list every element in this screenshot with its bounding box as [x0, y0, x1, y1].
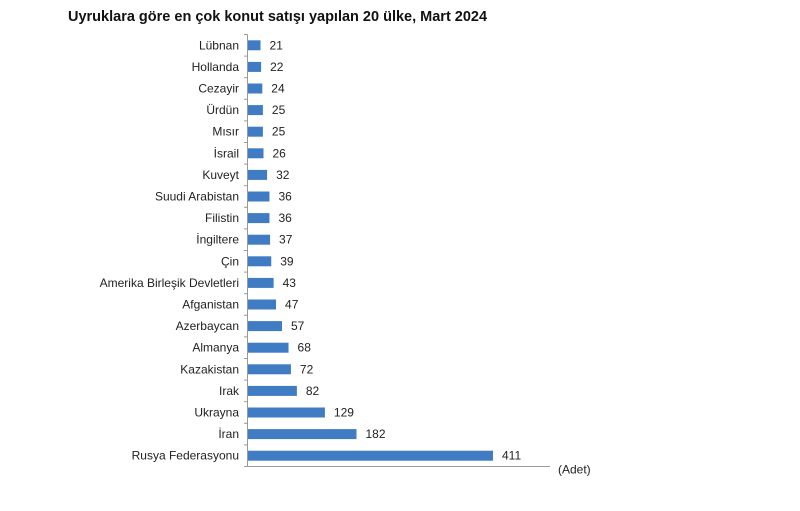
category-label: Kuveyt: [202, 168, 239, 182]
bar: [248, 299, 277, 310]
bar: [248, 61, 262, 72]
data-label: 25: [272, 103, 286, 117]
data-label: 39: [280, 254, 294, 268]
data-label: 182: [365, 427, 385, 441]
category-label: Mısır: [212, 125, 239, 139]
data-label: 36: [278, 190, 292, 204]
x-axis-unit-label: (Adet): [558, 463, 591, 477]
category-label: Filistin: [205, 211, 239, 225]
category-label: Almanya: [192, 341, 239, 355]
bar: [248, 450, 493, 461]
data-label: 82: [306, 384, 320, 398]
bar: [248, 429, 357, 440]
bar: [248, 191, 270, 202]
category-label: Afganistan: [182, 298, 239, 312]
category-label: Amerika Birleşik Devletleri: [100, 276, 239, 290]
category-label: Lübnan: [199, 38, 239, 52]
data-label: 37: [279, 233, 293, 247]
data-label: 47: [285, 298, 299, 312]
data-label: 72: [300, 362, 314, 376]
chart-title: Uyruklara göre en çok konut satışı yapıl…: [68, 9, 488, 25]
bar: [248, 148, 264, 159]
data-label: 32: [276, 168, 290, 182]
category-label: Cezayir: [198, 82, 239, 96]
bar: [248, 342, 289, 353]
bar: [248, 105, 263, 116]
category-label: Ürdün: [206, 103, 239, 117]
category-label: Irak: [219, 384, 240, 398]
category-label: İsrail: [214, 146, 239, 160]
bar: [248, 385, 297, 396]
bar: [248, 83, 263, 94]
bar: [248, 321, 282, 332]
category-label: Çin: [221, 254, 239, 268]
bar: [248, 256, 272, 267]
data-label: 129: [334, 406, 354, 420]
bar: [248, 40, 261, 51]
bar: [248, 126, 263, 137]
bar: [248, 364, 291, 375]
data-label: 24: [271, 82, 285, 96]
bar: [248, 234, 271, 245]
category-label: Ukrayna: [194, 406, 239, 420]
category-label: İngiltere: [196, 233, 239, 247]
data-label: 21: [270, 38, 284, 52]
bar: [248, 169, 268, 180]
data-label: 36: [278, 211, 292, 225]
bar: [248, 407, 325, 418]
data-label: 43: [283, 276, 297, 290]
bar: [248, 277, 274, 288]
data-label: 22: [270, 60, 284, 74]
data-label: 68: [298, 341, 312, 355]
data-label: 25: [272, 125, 286, 139]
category-label: Azerbaycan: [176, 319, 239, 333]
data-label: 57: [291, 319, 305, 333]
data-label: 411: [502, 449, 521, 463]
category-label: Kazakistan: [180, 362, 239, 376]
category-label: İran: [218, 427, 239, 441]
category-label: Suudi Arabistan: [155, 190, 239, 204]
category-label: Hollanda: [192, 60, 240, 74]
data-label: 26: [272, 146, 286, 160]
category-label: Rusya Federasyonu: [132, 449, 239, 463]
bar: [248, 213, 270, 224]
